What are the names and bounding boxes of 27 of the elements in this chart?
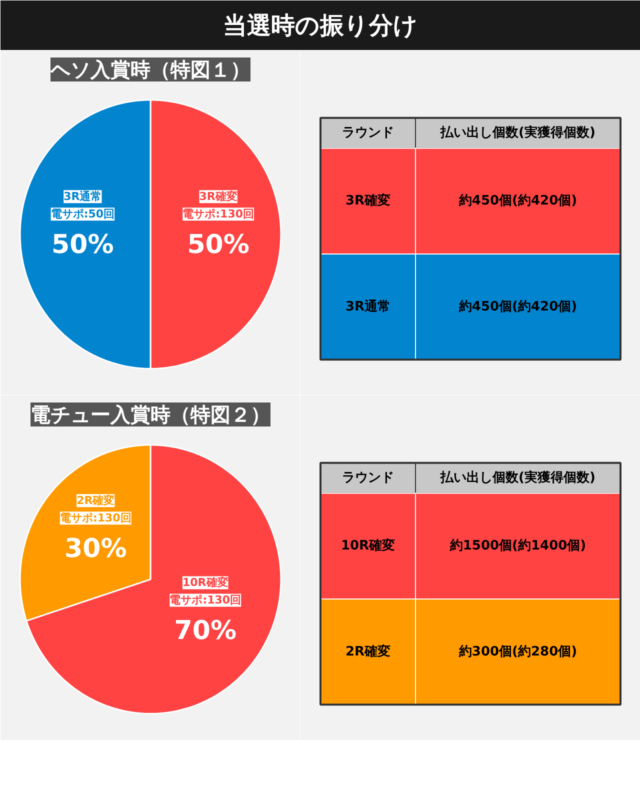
text: 約450個(約420個) [458,194,578,209]
text: 払い出し個数(実獲得個数) [440,124,596,141]
text: ラウンド [342,126,394,141]
data-label: 70% [174,616,236,646]
text: 3R通常 [345,298,391,314]
text: 当選時の振り分け [223,12,418,40]
text: 電サポ:130回 [60,512,132,525]
text: 2R確変 [345,643,391,660]
text: 電サポ:130回 [170,594,242,607]
chart-title: 電チュー入賞時（特図２） [30,402,270,426]
data-label: 50% [187,230,250,260]
text: 約450個(約420個) [458,299,578,314]
slice-label: 3R通常 [64,190,102,204]
text: ラウンド [342,470,394,486]
text: 3R確変 [345,192,391,209]
chart-title: ヘソ入賞時（特図１） [50,58,250,82]
data-label: 30% [64,534,127,564]
slice-label: 10R確変 [182,576,228,590]
text: 電サポ:130回 [182,208,254,221]
text: 約300個(約280個) [458,644,578,660]
text: 約1500個(約1400個) [448,538,586,554]
text: 払い出し個数(実獲得個数) [440,470,596,486]
text: 電サポ:50回 [50,208,115,221]
data-label: 50% [52,230,114,260]
slice-label: 2R確変 [76,494,115,508]
text: 10R確変 [340,538,396,554]
slice-label: 3R確変 [199,190,238,204]
